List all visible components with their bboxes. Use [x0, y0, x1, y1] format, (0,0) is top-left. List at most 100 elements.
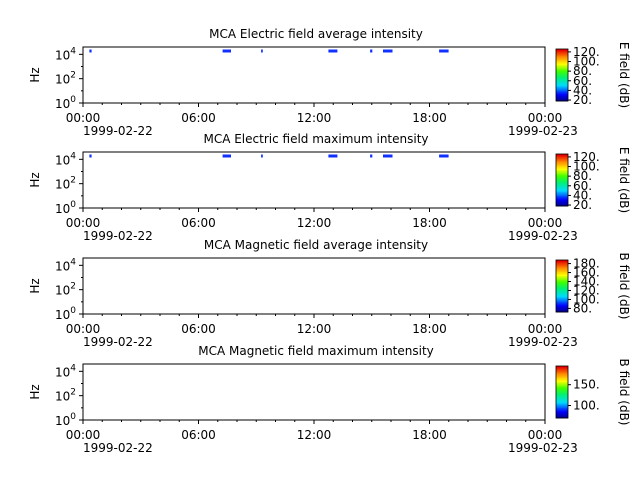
data-band [370, 154, 373, 158]
data-band [439, 154, 449, 158]
x-tick-label: 00:00 [528, 216, 563, 230]
y-tick-label: 100 [55, 200, 76, 216]
x-date-start: 1999-02-22 [83, 441, 153, 455]
colorbar-tick-label: 140. [573, 275, 600, 289]
colorbar-tick-label: 40. [573, 83, 592, 97]
colorbar-tick-label: 20. [573, 93, 592, 107]
y-axis-label: Hz [28, 278, 42, 293]
colorbar-tick-label: 80. [573, 64, 592, 78]
y-tick-label: 100 [55, 412, 76, 428]
colorbar-tick-label: 60. [573, 74, 592, 88]
colorbar-tick-label: 40. [573, 188, 592, 202]
x-tick-label: 18:00 [412, 111, 447, 125]
x-tick-label: 18:00 [412, 428, 447, 442]
y-tick-label: 100 [55, 306, 76, 322]
data-band [328, 154, 338, 158]
panel-e_avg: MCA Electric field average intensity 100 1… [28, 27, 631, 138]
data-band [261, 49, 263, 53]
data-band [261, 154, 263, 158]
plot-frame [82, 151, 546, 209]
data-band [383, 49, 393, 53]
data-band [222, 154, 231, 158]
colorbar-frame [555, 153, 569, 207]
colorbar: 80.100.120.140.160.180. B field (dB) [555, 253, 631, 320]
y-tick-label: 104 [55, 363, 76, 379]
y-tick-label: 104 [55, 46, 76, 62]
x-tick-label: 06:00 [181, 216, 216, 230]
colorbar-tick-label: 60. [573, 179, 592, 193]
y-axis-label: Hz [28, 67, 42, 82]
colorbar-label: B field (dB) [617, 359, 631, 426]
plot-frame [82, 363, 546, 421]
y-axis-label: Hz [28, 384, 42, 399]
colorbar-tick-label: 20. [573, 198, 592, 212]
plot-frame [82, 257, 546, 315]
y-axis-label: Hz [28, 172, 42, 187]
data-band [383, 154, 393, 158]
x-tick-label: 12:00 [297, 111, 332, 125]
x-tick-label: 00:00 [66, 322, 101, 336]
x-tick-label: 00:00 [66, 111, 101, 125]
panel-e_max: MCA Electric field maximum intensity 100 1… [28, 132, 631, 243]
x-date-end: 1999-02-23 [508, 335, 578, 349]
x-tick-label: 00:00 [528, 428, 563, 442]
chart-title: MCA Electric field average intensity [209, 27, 423, 41]
data-band [89, 49, 92, 53]
colorbar-tick-label: 180. [573, 257, 600, 271]
colorbar-tick-label: 100. [573, 292, 600, 306]
data-band [439, 49, 449, 53]
panel-b_avg: MCA Magnetic field average intensity 100 1… [28, 238, 631, 349]
colorbar-tick-label: 120. [573, 45, 600, 59]
colorbar: 20.40.60.80.100.120. E field (dB) [555, 42, 631, 108]
x-date-end: 1999-02-23 [508, 229, 578, 243]
x-date-start: 1999-02-22 [83, 229, 153, 243]
colorbar-label: E field (dB) [617, 147, 631, 213]
x-date-start: 1999-02-22 [83, 335, 153, 349]
data-band [89, 154, 92, 158]
x-date-start: 1999-02-22 [83, 124, 153, 138]
colorbar-tick-label: 150. [573, 378, 600, 392]
x-tick-label: 06:00 [181, 111, 216, 125]
data-band [222, 49, 231, 53]
x-tick-label: 06:00 [181, 428, 216, 442]
y-tick-label: 104 [55, 151, 76, 167]
data-band [328, 49, 338, 53]
x-tick-label: 12:00 [297, 428, 332, 442]
x-tick-label: 12:00 [297, 216, 332, 230]
colorbar-label: E field (dB) [617, 42, 631, 108]
plot-frame [82, 46, 546, 104]
y-tick-label: 102 [55, 282, 76, 298]
colorbar-tick-label: 120. [573, 150, 600, 164]
y-tick-label: 102 [55, 388, 76, 404]
x-tick-label: 00:00 [66, 428, 101, 442]
colorbar-tick-label: 100. [573, 399, 600, 413]
y-tick-label: 104 [55, 257, 76, 273]
data-band [370, 49, 373, 53]
colorbar-tick-label: 100. [573, 55, 600, 69]
chart-title: MCA Magnetic field maximum intensity [198, 344, 434, 358]
x-date-end: 1999-02-23 [508, 124, 578, 138]
colorbar-tick-label: 160. [573, 266, 600, 280]
colorbar-frame [555, 259, 569, 313]
x-tick-label: 18:00 [412, 322, 447, 336]
colorbar-tick-label: 80. [573, 169, 592, 183]
colorbar-frame [555, 365, 569, 419]
x-date-end: 1999-02-23 [508, 441, 578, 455]
colorbar-tick-label: 100. [573, 160, 600, 174]
colorbar-label: B field (dB) [617, 253, 631, 320]
x-tick-label: 06:00 [181, 322, 216, 336]
x-tick-label: 00:00 [528, 322, 563, 336]
colorbar: 20.40.60.80.100.120. E field (dB) [555, 147, 631, 213]
x-tick-label: 12:00 [297, 322, 332, 336]
chart-title: MCA Magnetic field average intensity [204, 238, 428, 252]
panel-b_max: MCA Magnetic field maximum intensity 100 1… [28, 344, 631, 455]
x-tick-label: 18:00 [412, 216, 447, 230]
x-tick-label: 00:00 [528, 111, 563, 125]
x-tick-label: 00:00 [66, 216, 101, 230]
y-tick-label: 100 [55, 95, 76, 111]
colorbar: 100. 150. B field (dB) [555, 359, 631, 426]
colorbar-tick-label: 120. [573, 283, 600, 297]
colorbar-tick-label: 80. [573, 301, 592, 315]
y-tick-label: 102 [55, 176, 76, 192]
